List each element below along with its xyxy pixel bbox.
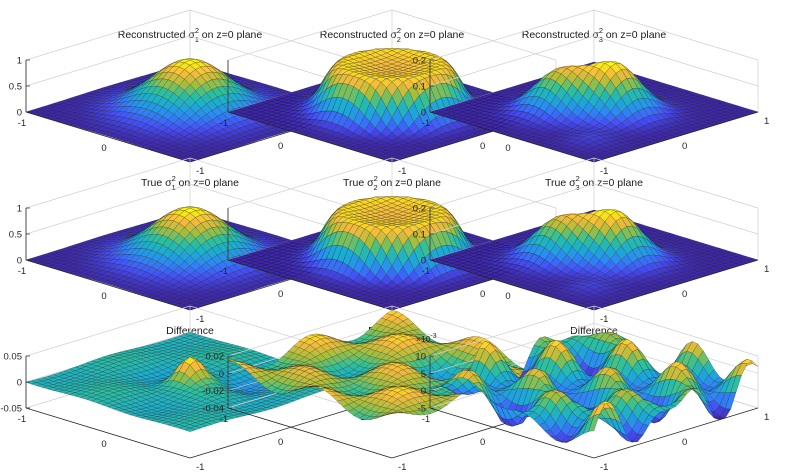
back-edge	[391, 9, 557, 61]
title-symbol: σ	[188, 29, 195, 41]
y-tick-label: -1	[398, 166, 406, 177]
y-tick-label: 0	[682, 141, 687, 152]
y-tick-label: -1	[196, 166, 204, 177]
back-edge	[25, 9, 191, 61]
x-tick-label: -1	[18, 118, 26, 129]
y-tick-label: 0	[480, 141, 485, 152]
title-text: True	[343, 177, 367, 189]
title-suffix: on z=0 plane	[199, 29, 263, 41]
y-tick-label: -1	[600, 166, 608, 177]
y-tick-label: 0	[278, 289, 283, 300]
y-tick-label: 0	[480, 289, 485, 300]
title-subscript: 2	[397, 35, 401, 44]
title-suffix: on z=0 plane	[401, 29, 465, 41]
subplot-title: Reconstructed σ2 2 on z=0 plane	[320, 26, 465, 44]
title-suffix: on z=0 plane	[176, 177, 240, 189]
z-tick-label: 0.1	[413, 82, 426, 93]
z-tick-label: 0	[421, 108, 426, 119]
subplot-1-1: Reconstructed σ2 1 on z=0 plane10.50-10-1…	[9, 9, 365, 177]
title-text: Reconstructed	[522, 29, 593, 41]
y-axis-line	[25, 111, 191, 163]
z-tick-label: 0	[17, 108, 22, 119]
z-tick-label: 0.5	[9, 230, 22, 241]
title-text: True	[545, 177, 569, 189]
back-edge	[189, 9, 355, 61]
y-tick-label: 0	[278, 141, 283, 152]
x-tick-label: -1	[220, 266, 228, 277]
title-text: Reconstructed	[118, 29, 189, 41]
x-tick-label: -1	[220, 118, 228, 129]
y-tick-label: -1	[196, 314, 204, 325]
title-suffix: on z=0 plane	[378, 177, 442, 189]
z-tick-label: 0.5	[9, 82, 22, 93]
z-tick-label: 1	[17, 204, 22, 215]
title-text: True	[141, 177, 165, 189]
title-superscript: 2	[195, 26, 199, 35]
x-tick-label: 0	[101, 143, 106, 154]
x-tick-label: -1	[422, 118, 430, 129]
surface-mesh	[227, 48, 557, 163]
title-subscript: 1	[195, 35, 199, 44]
title-text: Reconstructed	[320, 29, 391, 41]
title-suffix: on z=0 plane	[580, 177, 644, 189]
z-tick-label: 1	[17, 56, 22, 67]
z-grid-line	[25, 35, 191, 87]
x-tick-label: 0	[101, 291, 106, 302]
x-tick-label: -1	[18, 266, 26, 277]
title-suffix: on z=0 plane	[603, 29, 667, 41]
y-tick-label: 1	[764, 116, 769, 127]
z-tick-label: 0.2	[413, 56, 426, 67]
title-symbol: σ	[390, 29, 397, 41]
back-edge	[227, 9, 393, 61]
title-superscript: 2	[397, 26, 401, 35]
surface-mesh	[25, 58, 355, 163]
x-tick-label: 0	[505, 143, 510, 154]
subplot-title: Reconstructed σ2 1 on z=0 plane	[118, 26, 263, 44]
z-tick-label: 0	[17, 256, 22, 267]
